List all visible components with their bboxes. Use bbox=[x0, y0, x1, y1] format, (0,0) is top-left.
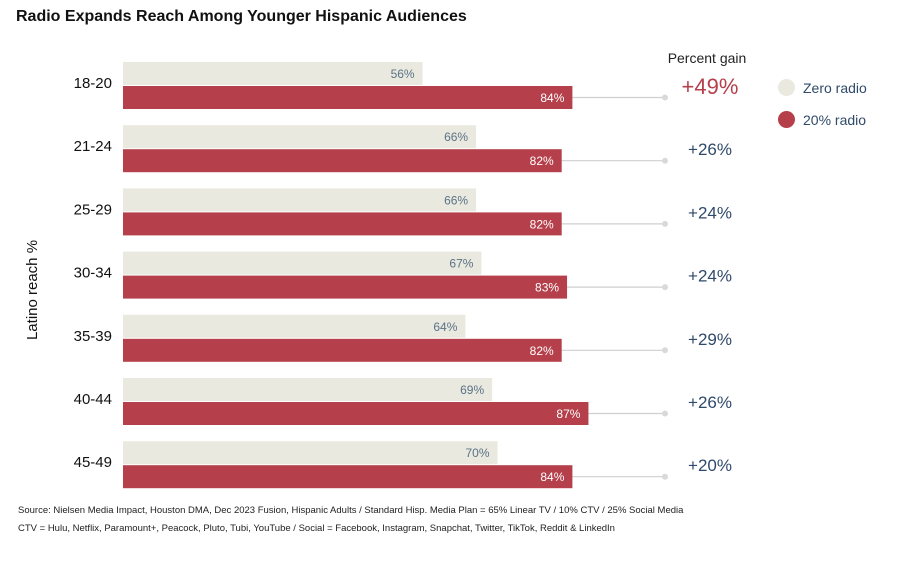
percent-gain-header: Percent gain bbox=[668, 50, 747, 66]
category-label-21-24: 21-24 bbox=[74, 138, 112, 155]
percent-gain-30-34: +24% bbox=[688, 267, 732, 286]
source-note-line-1: Source: Nielsen Media Impact, Houston DM… bbox=[18, 505, 684, 516]
bar-groups: 18-20 56% 84% +49% 21-24 66% 82% +26% 25-29 66% 82… bbox=[74, 62, 739, 489]
data-label-zero-radio-40-44: 69% bbox=[460, 383, 484, 397]
category-label-35-39: 35-39 bbox=[74, 328, 112, 345]
data-label-20-radio-45-49: 84% bbox=[540, 470, 564, 484]
gain-connector-dot-18-20 bbox=[662, 94, 668, 101]
data-label-20-radio-21-24: 82% bbox=[530, 154, 554, 168]
category-label-45-49: 45-49 bbox=[74, 454, 112, 471]
data-label-20-radio-35-39: 82% bbox=[530, 344, 554, 358]
bar-zero-radio-25-29 bbox=[123, 188, 477, 212]
gain-connector-dot-21-24 bbox=[662, 157, 668, 164]
percent-gain-40-44: +26% bbox=[688, 393, 732, 412]
gain-connector-dot-35-39 bbox=[662, 347, 668, 354]
data-label-zero-radio-30-34: 67% bbox=[449, 257, 473, 271]
bar-20-radio-45-49 bbox=[123, 465, 573, 489]
category-label-40-44: 40-44 bbox=[74, 391, 112, 408]
bar-zero-radio-45-49 bbox=[123, 441, 498, 465]
data-label-zero-radio-18-20: 56% bbox=[391, 67, 415, 81]
legend-swatch-20-radio bbox=[778, 111, 795, 128]
bar-zero-radio-30-34 bbox=[123, 251, 482, 275]
data-label-20-radio-30-34: 83% bbox=[535, 281, 559, 295]
data-label-20-radio-18-20: 84% bbox=[540, 91, 564, 105]
legend-item-20-radio: 20% radio bbox=[778, 111, 866, 128]
percent-gain-35-39: +29% bbox=[688, 330, 732, 349]
bar-zero-radio-40-44 bbox=[123, 378, 493, 401]
gain-connector-dot-45-49 bbox=[662, 473, 668, 480]
bar-20-radio-30-34 bbox=[123, 275, 568, 299]
data-label-zero-radio-21-24: 66% bbox=[444, 130, 468, 144]
legend-label-20-radio: 20% radio bbox=[803, 111, 867, 128]
bar-20-radio-21-24 bbox=[123, 149, 562, 173]
percent-gain-21-24: +26% bbox=[688, 140, 732, 159]
gain-connector-dot-30-34 bbox=[662, 284, 668, 291]
bar-20-radio-35-39 bbox=[123, 338, 562, 362]
source-note-line-2: CTV = Hulu, Netflix, Paramount+, Peacock… bbox=[18, 523, 615, 534]
percent-gain-25-29: +24% bbox=[688, 203, 732, 222]
legend-item-zero-radio: Zero radio bbox=[778, 79, 867, 96]
data-label-zero-radio-25-29: 66% bbox=[444, 193, 468, 207]
percent-gain-45-49: +20% bbox=[688, 456, 732, 475]
category-label-25-29: 25-29 bbox=[74, 201, 112, 218]
category-label-30-34: 30-34 bbox=[74, 265, 112, 282]
bar-zero-radio-21-24 bbox=[123, 125, 477, 149]
data-label-zero-radio-45-49: 70% bbox=[465, 446, 489, 460]
percent-gain-18-20: +49% bbox=[682, 74, 739, 99]
bar-20-radio-18-20 bbox=[123, 86, 573, 109]
data-label-zero-radio-35-39: 64% bbox=[433, 320, 457, 334]
category-label-18-20: 18-20 bbox=[74, 75, 112, 92]
data-label-20-radio-40-44: 87% bbox=[556, 407, 580, 421]
data-label-20-radio-25-29: 82% bbox=[530, 217, 554, 231]
bar-zero-radio-35-39 bbox=[123, 314, 466, 338]
gain-connector-dot-25-29 bbox=[662, 220, 668, 227]
bar-20-radio-40-44 bbox=[123, 402, 589, 425]
y-axis-label: Latino reach % bbox=[24, 240, 41, 340]
gain-connector-dot-40-44 bbox=[662, 410, 668, 417]
legend-label-zero-radio: Zero radio bbox=[803, 79, 867, 96]
legend-swatch-zero-radio bbox=[778, 79, 795, 96]
bar-zero-radio-18-20 bbox=[123, 62, 423, 85]
chart-title: Radio Expands Reach Among Younger Hispan… bbox=[16, 8, 467, 25]
bar-20-radio-25-29 bbox=[123, 212, 562, 236]
